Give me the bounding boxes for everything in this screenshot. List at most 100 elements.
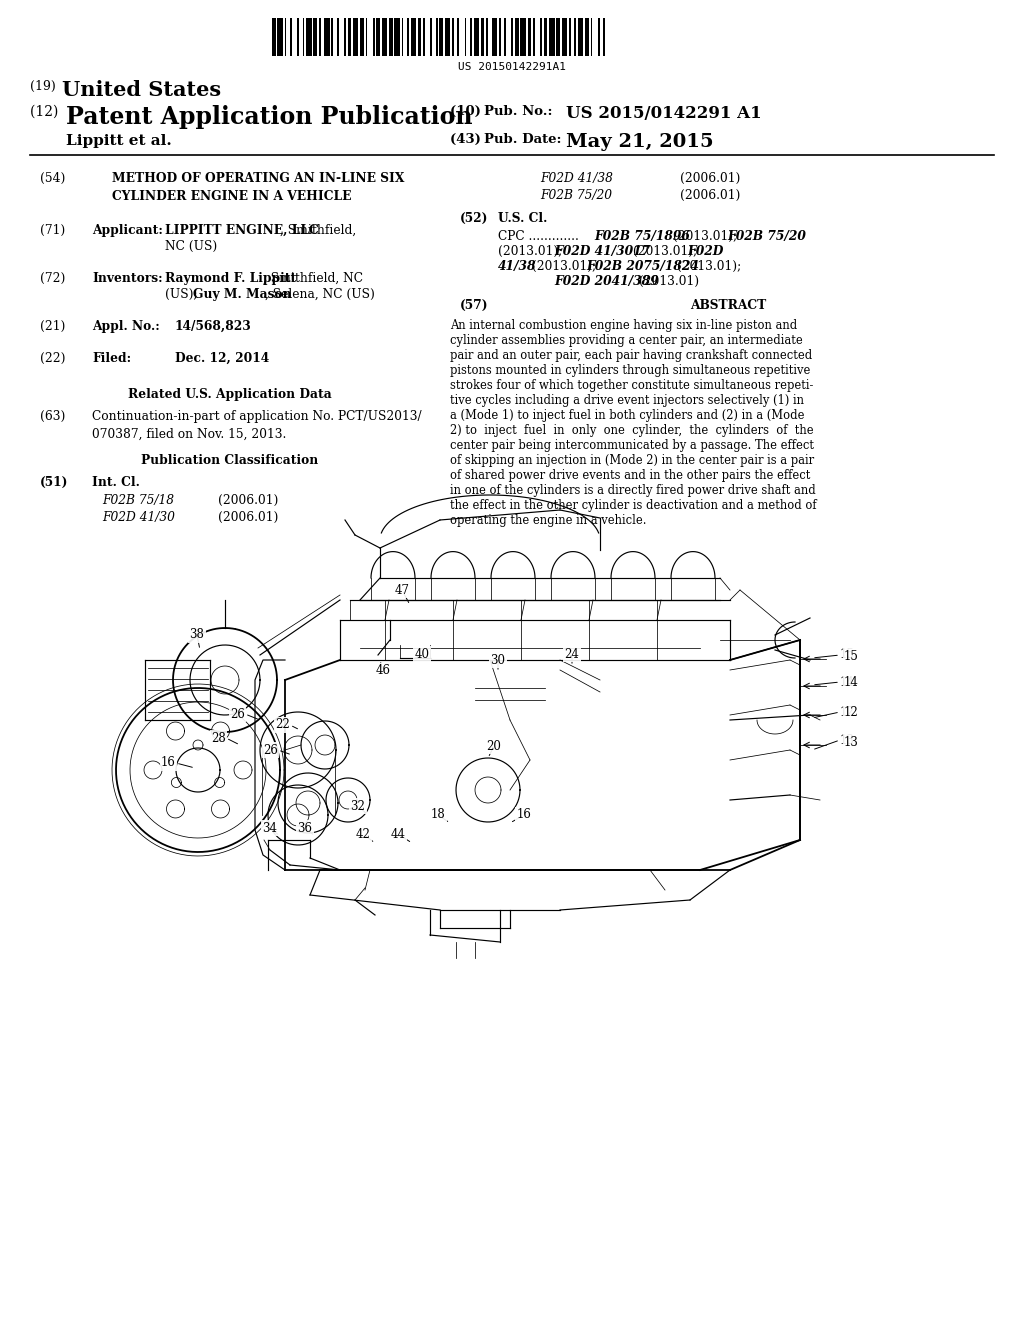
Text: U.S. Cl.: U.S. Cl.	[498, 213, 548, 224]
Bar	[337, 18, 339, 55]
Bar	[452, 18, 454, 55]
Text: 40: 40	[415, 648, 429, 660]
Bar	[520, 18, 525, 55]
Bar	[306, 18, 311, 55]
Text: F02B 75/20: F02B 75/20	[540, 189, 612, 202]
Text: (72): (72)	[40, 272, 66, 285]
Bar	[377, 18, 380, 55]
Text: tive cycles including a drive event injectors selectively (1) in: tive cycles including a drive event inje…	[450, 393, 804, 407]
Text: 36: 36	[298, 821, 312, 834]
Text: 24: 24	[564, 648, 580, 660]
Text: 30: 30	[490, 653, 506, 667]
Bar	[511, 18, 513, 55]
Text: (2013.01): (2013.01)	[635, 275, 699, 288]
Bar	[382, 18, 387, 55]
Bar	[411, 18, 416, 55]
Text: Pub. Date:: Pub. Date:	[484, 133, 561, 147]
Text: pistons mounted in cylinders through simultaneous repetitive: pistons mounted in cylinders through sim…	[450, 364, 810, 378]
Bar	[474, 18, 479, 55]
Text: F02B 75/20: F02B 75/20	[727, 230, 806, 243]
Text: F02D 41/38: F02D 41/38	[540, 172, 613, 185]
Bar	[313, 18, 317, 55]
Text: Patent Application Publication: Patent Application Publication	[66, 106, 472, 129]
Text: Related U.S. Application Data: Related U.S. Application Data	[128, 388, 332, 401]
Text: (22): (22)	[40, 352, 66, 366]
Bar	[285, 18, 287, 55]
Bar	[465, 18, 466, 55]
Text: (71): (71)	[40, 224, 66, 238]
Bar	[353, 18, 358, 55]
Bar	[430, 18, 432, 55]
Bar	[481, 18, 484, 55]
Text: F02D: F02D	[687, 246, 723, 257]
Text: 44: 44	[390, 828, 406, 841]
Text: Inventors:: Inventors:	[92, 272, 163, 285]
Text: , Selena, NC (US): , Selena, NC (US)	[265, 288, 375, 301]
Text: (2013.01);: (2013.01);	[498, 246, 566, 257]
Text: 14: 14	[840, 676, 855, 689]
Text: 18: 18	[431, 808, 445, 821]
Bar	[418, 18, 422, 55]
Text: Filed:: Filed:	[92, 352, 131, 366]
Text: 14: 14	[844, 676, 859, 689]
Bar	[318, 18, 321, 55]
Bar	[360, 18, 364, 55]
Bar	[470, 18, 472, 55]
Text: (2006.01): (2006.01)	[680, 189, 740, 202]
Text: Lippitt et al.: Lippitt et al.	[66, 135, 172, 148]
Text: 46: 46	[376, 664, 390, 677]
Bar	[389, 18, 392, 55]
Text: (63): (63)	[40, 411, 66, 422]
Text: 12: 12	[840, 705, 855, 718]
Text: 15: 15	[840, 648, 855, 661]
Text: US 2015/0142291 A1: US 2015/0142291 A1	[566, 106, 762, 121]
Text: (10): (10)	[450, 106, 485, 117]
Bar	[585, 18, 589, 55]
Bar	[278, 18, 283, 55]
Text: F02D 41/30: F02D 41/30	[102, 511, 175, 524]
Text: 12: 12	[844, 705, 859, 718]
Bar	[407, 18, 409, 55]
Text: F02B 75/1896: F02B 75/1896	[594, 230, 690, 243]
Text: 28: 28	[211, 731, 226, 744]
Text: (2006.01): (2006.01)	[680, 172, 740, 185]
Text: METHOD OF OPERATING AN IN-LINE SIX
CYLINDER ENGINE IN A VEHICLE: METHOD OF OPERATING AN IN-LINE SIX CYLIN…	[112, 172, 404, 203]
Bar	[444, 18, 451, 55]
Text: F02D 2041/389: F02D 2041/389	[554, 275, 658, 288]
Bar	[578, 18, 584, 55]
Text: center pair being intercommunicated by a passage. The effect: center pair being intercommunicated by a…	[450, 440, 814, 451]
Bar	[423, 18, 425, 55]
Text: 16: 16	[516, 808, 531, 821]
Bar	[549, 18, 555, 55]
Text: 41/38: 41/38	[498, 260, 537, 273]
Bar	[344, 18, 346, 55]
Text: 47: 47	[394, 583, 410, 597]
Bar	[373, 18, 375, 55]
Bar	[325, 18, 330, 55]
Text: (21): (21)	[40, 319, 66, 333]
Bar	[556, 18, 560, 55]
Text: cylinder assemblies providing a center pair, an intermediate: cylinder assemblies providing a center p…	[450, 334, 803, 347]
Bar	[504, 18, 506, 55]
Bar	[603, 18, 605, 55]
Bar	[562, 18, 567, 55]
Text: United States: United States	[62, 81, 221, 100]
Text: Pub. No.:: Pub. No.:	[484, 106, 557, 117]
Text: Applicant:: Applicant:	[92, 224, 163, 238]
Bar	[332, 18, 333, 55]
Text: (2013.01);: (2013.01);	[629, 246, 701, 257]
Text: Guy M. Mason: Guy M. Mason	[193, 288, 292, 301]
Text: May 21, 2015: May 21, 2015	[566, 133, 714, 150]
Text: 26: 26	[263, 743, 278, 756]
Bar	[436, 18, 437, 55]
Text: (54): (54)	[40, 172, 66, 185]
Text: 13: 13	[844, 735, 859, 748]
Text: 22: 22	[275, 718, 290, 731]
Text: of shared power drive events and in the other pairs the effect: of shared power drive events and in the …	[450, 469, 810, 482]
Text: (2013.01);: (2013.01);	[669, 230, 741, 243]
Bar	[574, 18, 577, 55]
Text: F02B 75/18: F02B 75/18	[102, 494, 174, 507]
Text: Publication Classification: Publication Classification	[141, 454, 318, 467]
Bar	[366, 18, 368, 55]
Text: (12): (12)	[30, 106, 62, 119]
